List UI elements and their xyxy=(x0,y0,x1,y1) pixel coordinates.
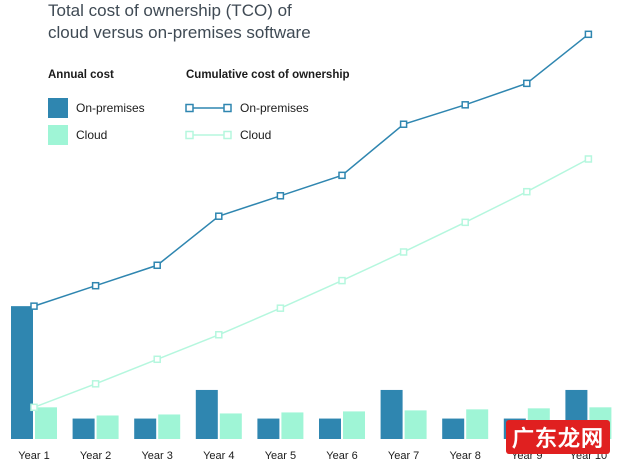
x-tick-label: Year 5 xyxy=(265,450,296,461)
point-cumulative-cloud xyxy=(523,187,531,196)
point-cumulative-on-premises xyxy=(153,261,161,270)
bar-annual-cloud xyxy=(219,413,242,439)
bar-annual-cloud xyxy=(466,409,489,439)
x-tick-label: Year 1 xyxy=(18,450,49,461)
point-cumulative-cloud xyxy=(338,276,346,285)
bar-annual-cloud xyxy=(281,412,304,439)
x-tick-label: Year 9 xyxy=(511,450,542,461)
bar-annual-on-premises xyxy=(442,418,465,439)
bar-annual-on-premises xyxy=(380,389,403,439)
bar-annual-cloud xyxy=(96,415,119,439)
chart-title: Total cost of ownership (TCO) of cloud v… xyxy=(48,0,468,44)
point-cumulative-on-premises xyxy=(276,192,285,200)
chart-title-line-1: Total cost of ownership (TCO) of xyxy=(48,1,292,20)
bar-annual-on-premises xyxy=(72,418,95,439)
watermark-logo: 广东龙网 xyxy=(506,420,611,454)
x-tick-label: Year 2 xyxy=(80,450,111,461)
x-tick-label: Year 8 xyxy=(449,450,480,461)
x-tick-label: Year 3 xyxy=(141,450,172,461)
point-cumulative-cloud xyxy=(30,403,38,412)
line-cumulative-cloud xyxy=(33,158,589,409)
point-cumulative-on-premises xyxy=(523,79,531,88)
chart-title-line-2: cloud versus on-premises software xyxy=(48,23,311,42)
point-cumulative-on-premises xyxy=(399,120,408,128)
bar-annual-on-premises xyxy=(195,389,218,439)
bar-annual-cloud xyxy=(404,410,427,439)
point-cumulative-cloud xyxy=(461,218,469,227)
point-cumulative-cloud xyxy=(215,331,223,339)
point-cumulative-cloud xyxy=(276,304,285,312)
point-cumulative-cloud xyxy=(91,380,100,388)
bar-annual-cloud xyxy=(343,411,365,439)
bar-annual-cloud xyxy=(35,407,57,439)
point-cumulative-on-premises xyxy=(30,302,38,310)
point-cumulative-on-premises xyxy=(91,281,100,290)
bar-annual-cloud xyxy=(158,414,181,439)
bar-annual-on-premises xyxy=(134,418,157,439)
bar-annual-on-premises xyxy=(11,306,33,439)
point-cumulative-on-premises xyxy=(584,30,593,39)
point-cumulative-on-premises xyxy=(338,171,346,180)
bar-annual-on-premises xyxy=(257,418,280,439)
point-cumulative-on-premises xyxy=(215,212,223,220)
x-tick-label: Year 10 xyxy=(570,450,608,461)
point-cumulative-on-premises xyxy=(461,101,469,109)
line-cumulative-on-premises xyxy=(33,33,589,307)
bar-annual-on-premises xyxy=(319,418,341,439)
x-tick-label: Year 6 xyxy=(326,450,357,461)
x-tick-label: Year 4 xyxy=(203,450,234,461)
x-tick-label: Year 7 xyxy=(388,450,419,461)
point-cumulative-cloud xyxy=(584,155,593,163)
point-cumulative-cloud xyxy=(153,355,161,364)
point-cumulative-cloud xyxy=(399,248,408,256)
